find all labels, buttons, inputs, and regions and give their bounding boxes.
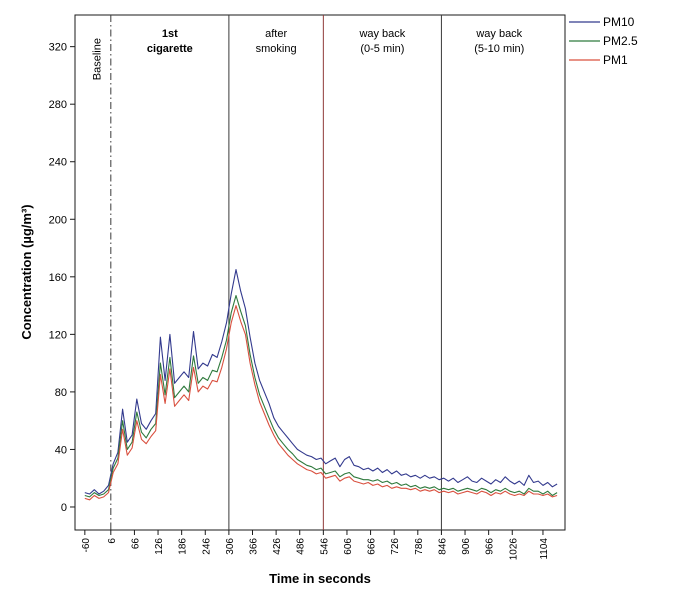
region-label: after xyxy=(265,28,287,40)
legend-label-pm10: PM10 xyxy=(603,15,635,29)
y-tick-label: 320 xyxy=(49,42,67,54)
y-tick-label: 0 xyxy=(61,502,67,514)
x-tick-label: 66 xyxy=(130,538,141,550)
series-line-pm1 xyxy=(84,305,558,501)
x-tick-label: -60 xyxy=(81,538,92,553)
plot-frame xyxy=(74,14,566,531)
x-tick-label: 606 xyxy=(343,538,354,555)
x-tick-label: 126 xyxy=(154,538,165,555)
region-label: cigarette xyxy=(147,43,193,55)
x-tick-label: 846 xyxy=(437,538,448,555)
x-tick-label: 966 xyxy=(485,538,496,555)
y-tick-label: 240 xyxy=(49,157,67,169)
y-tick-label: 160 xyxy=(49,272,67,284)
x-tick-label: 546 xyxy=(319,538,330,555)
x-tick-label: 426 xyxy=(272,538,283,555)
legend-label-pm1: PM1 xyxy=(603,53,628,67)
x-tick-label: 246 xyxy=(201,538,212,555)
x-axis-label: Time in seconds xyxy=(269,571,371,586)
series-line-pm25 xyxy=(84,294,558,498)
y-tick-label: 120 xyxy=(49,329,67,341)
region-label-vertical: Baseline xyxy=(92,38,104,80)
region-label: 1st xyxy=(162,28,178,40)
x-tick-label: 786 xyxy=(414,538,425,555)
y-tick-label: 280 xyxy=(49,99,67,111)
x-tick-label: 906 xyxy=(461,538,472,555)
x-tick-label: 6 xyxy=(107,538,118,544)
region-label: (0-5 min) xyxy=(360,43,404,55)
x-tick-label: 186 xyxy=(178,538,189,555)
x-tick-label: 1104 xyxy=(539,538,550,560)
region-label: (5-10 min) xyxy=(474,43,524,55)
x-tick-label: 726 xyxy=(390,538,401,555)
y-tick-label: 80 xyxy=(55,387,67,399)
region-label: way back xyxy=(475,28,522,40)
region-label: way back xyxy=(358,28,405,40)
y-tick-label: 40 xyxy=(55,444,67,456)
region-label: smoking xyxy=(256,43,297,55)
x-tick-label: 486 xyxy=(296,538,307,555)
x-tick-label: 366 xyxy=(249,538,260,555)
x-tick-label: 306 xyxy=(225,538,236,555)
y-axis-label: Concentration (µg/m³) xyxy=(19,204,34,340)
series-line-pm10 xyxy=(84,269,558,495)
legend-label-pm25: PM2.5 xyxy=(603,34,638,48)
x-tick-label: 666 xyxy=(367,538,378,555)
y-tick-label: 200 xyxy=(49,214,67,226)
x-tick-label: 1026 xyxy=(508,538,519,561)
